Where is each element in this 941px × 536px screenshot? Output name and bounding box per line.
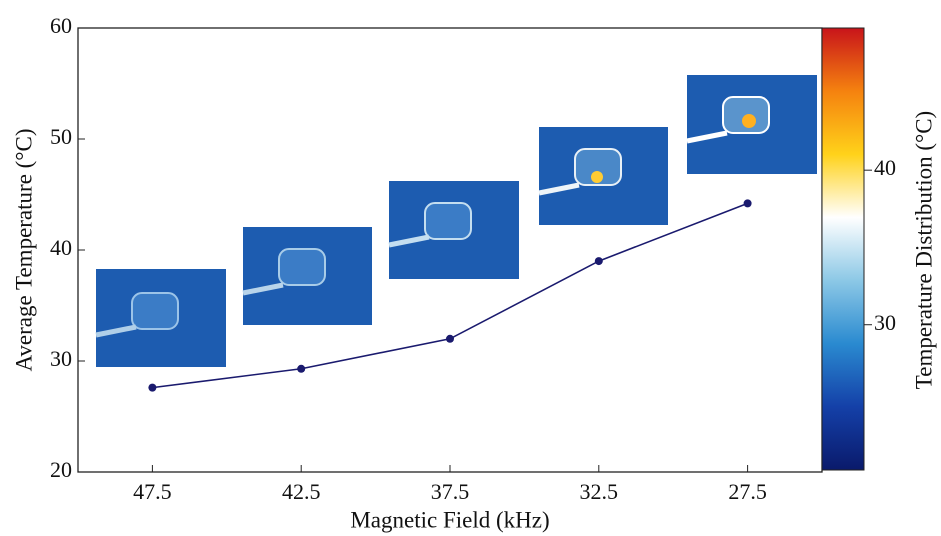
data-point	[297, 364, 306, 373]
x-tick-label: 27.5	[728, 479, 767, 504]
thermal-image	[538, 127, 668, 225]
colorbar-tick-label: 30	[874, 310, 896, 335]
thermal-image	[95, 269, 226, 367]
x-axis-title: Magnetic Field (kHz)	[350, 507, 549, 532]
data-point	[743, 199, 752, 208]
x-tick-label: 47.5	[133, 479, 172, 504]
x-tick-label: 37.5	[431, 479, 470, 504]
y-axis-title: Average Temperature (°C)	[11, 128, 36, 371]
colorbar-title: Temperature Distribution (°C)	[911, 111, 936, 389]
colorbar	[821, 27, 865, 471]
thermal-image	[242, 227, 372, 325]
thermal-insets	[95, 75, 817, 367]
colorbar-tick-label: 40	[874, 155, 896, 180]
x-tick-label: 32.5	[580, 479, 619, 504]
thermal-image	[388, 181, 519, 279]
y-tick-label: 30	[50, 346, 72, 371]
y-tick-label: 20	[50, 457, 72, 482]
y-tick-label: 40	[50, 235, 72, 260]
y-tick-label: 60	[50, 13, 72, 38]
data-point	[594, 257, 603, 266]
x-tick-label: 42.5	[282, 479, 321, 504]
data-point	[446, 334, 454, 343]
data-point	[148, 383, 157, 392]
y-tick-label: 50	[50, 124, 72, 149]
thermal-image	[686, 75, 817, 174]
